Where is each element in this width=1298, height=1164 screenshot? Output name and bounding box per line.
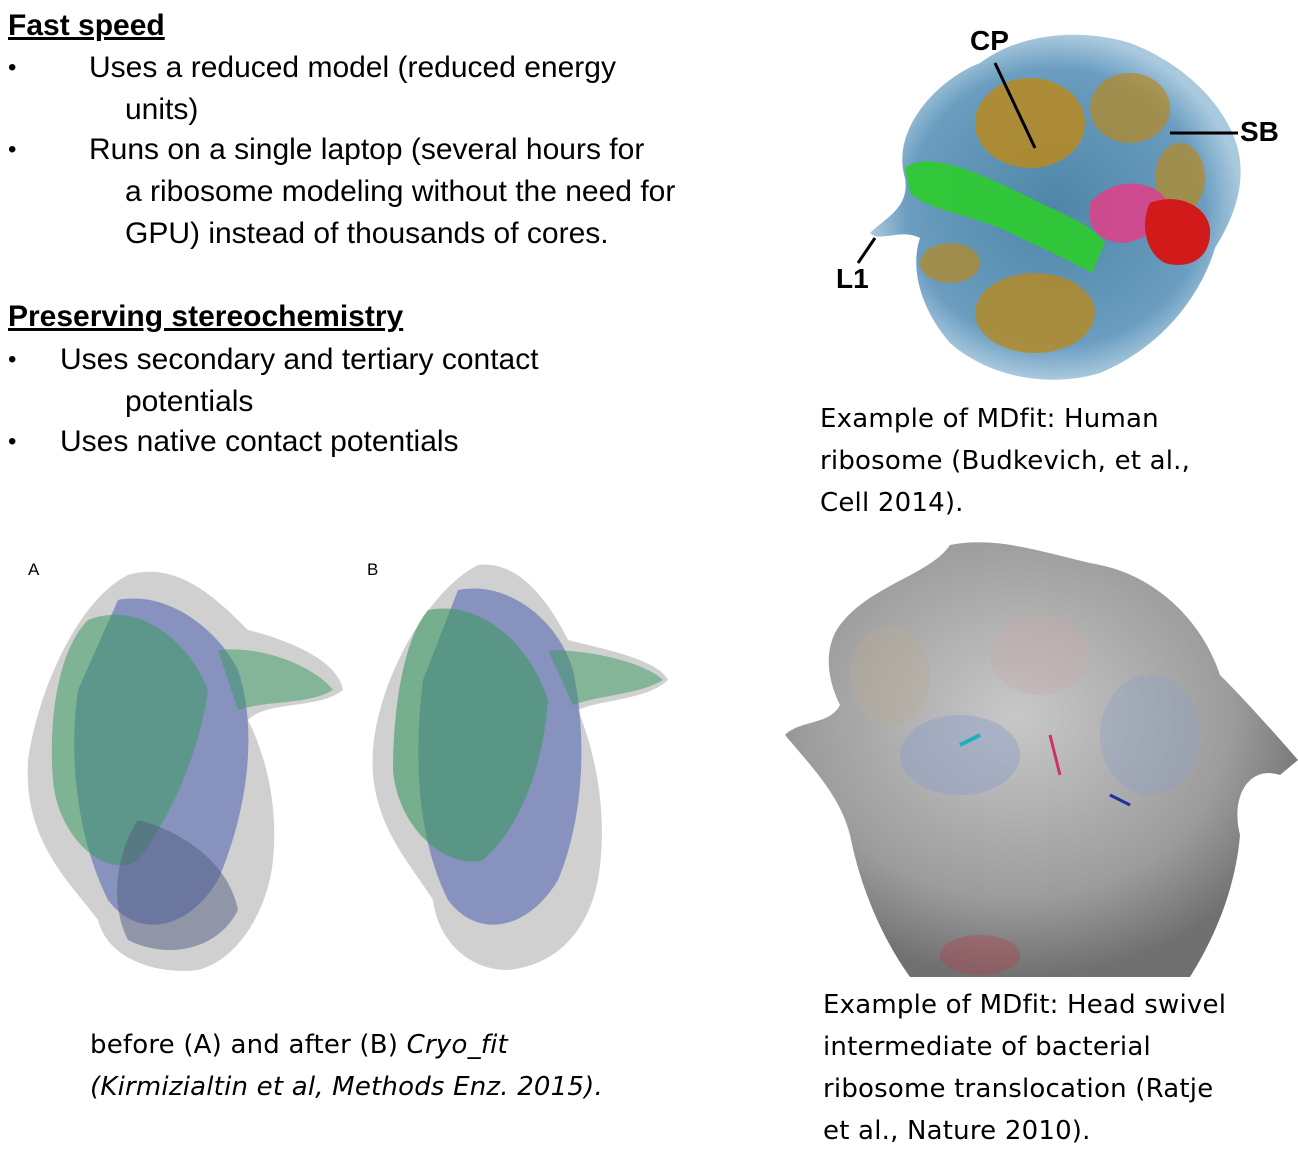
- human-ribosome-figure: CP SB L1: [830, 8, 1298, 393]
- l1-label: L1: [836, 263, 869, 294]
- panel-b-structure-image: [372, 564, 668, 970]
- bacterial-caption-line: Example of MDfit: Head swivel: [823, 990, 1227, 1020]
- bullet-glyph: •: [8, 54, 17, 81]
- human-ribosome-caption-line: ribosome (Budkevich, et al.,: [820, 446, 1191, 476]
- cp-label: CP: [970, 25, 1009, 56]
- bullet-text: a ribosome modeling without the need for: [125, 175, 676, 208]
- bullet-glyph: •: [8, 136, 17, 163]
- bullet-text: GPU) instead of thousands of cores.: [125, 217, 609, 250]
- l1-leader-line: [856, 237, 877, 264]
- cryofit-caption-line1: before (A) and after (B) Cryo_fit: [90, 1024, 508, 1066]
- bacterial-caption-line: intermediate of bacterial: [823, 1032, 1151, 1062]
- bullet-text: Uses secondary and tertiary contact: [60, 343, 539, 376]
- bacterial-caption-line: et al., Nature 2010).: [823, 1116, 1091, 1146]
- bacterial-ribosome-surface-image: [785, 542, 1298, 977]
- cp-leader-line: [993, 62, 1037, 149]
- panel-a-label: A: [28, 560, 40, 579]
- bullet-text: Runs on a single laptop (several hours f…: [89, 133, 645, 166]
- cryofit-caption-line2: (Kirmizialtin et al, Methods Enz. 2015).: [90, 1072, 603, 1102]
- panel-a-structure-image: [27, 571, 343, 971]
- cryofit-caption-italic: Cryo_fit: [406, 1030, 508, 1060]
- bullet-glyph: •: [8, 428, 17, 455]
- bullet-text: Uses a reduced model (reduced energy: [89, 51, 616, 84]
- ribosome-density-image: [856, 34, 1241, 380]
- cryofit-caption-plain: before (A) and after (B): [90, 1030, 407, 1060]
- bullet-text: units): [125, 93, 199, 126]
- human-ribosome-caption-line: Example of MDfit: Human: [820, 404, 1159, 434]
- sb-label: SB: [1240, 116, 1279, 147]
- panel-b-label: B: [367, 560, 379, 579]
- stereochemistry-heading: Preserving stereochemistry: [8, 300, 404, 333]
- bullet-text: Uses native contact potentials: [60, 425, 459, 458]
- bacterial-caption-line: ribosome translocation (Ratje: [823, 1074, 1214, 1104]
- bullet-glyph: •: [8, 346, 17, 373]
- human-ribosome-caption-line: Cell 2014).: [820, 488, 964, 518]
- fast-speed-heading: Fast speed: [8, 9, 165, 42]
- bullet-text: potentials: [125, 385, 254, 418]
